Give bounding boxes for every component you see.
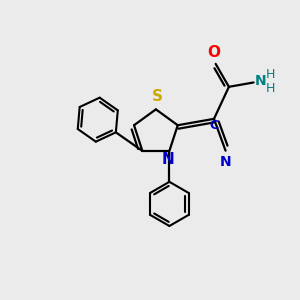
Text: O: O: [207, 45, 220, 60]
Text: S: S: [152, 89, 163, 104]
Text: H: H: [266, 68, 275, 81]
Text: H: H: [266, 82, 275, 95]
Text: N: N: [161, 152, 174, 167]
Text: N: N: [255, 74, 267, 88]
Text: N: N: [220, 155, 231, 169]
Text: C: C: [209, 119, 218, 132]
